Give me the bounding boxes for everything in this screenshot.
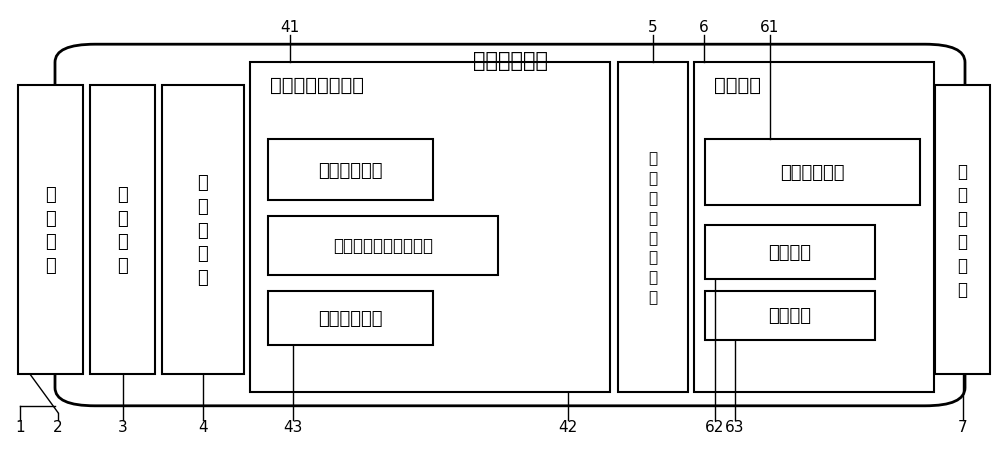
Text: 数
据
库
单
元: 数 据 库 单 元: [198, 174, 208, 286]
Text: 优化模块: 优化模块: [768, 244, 811, 262]
Bar: [268, 291, 433, 345]
Text: 5: 5: [648, 19, 658, 35]
Text: 设
备
数
据
采
集
单
元: 设 备 数 据 采 集 单 元: [648, 151, 658, 304]
Bar: [250, 63, 610, 392]
Bar: [268, 140, 433, 201]
Bar: [705, 226, 875, 280]
Bar: [935, 86, 990, 374]
Bar: [90, 86, 155, 374]
Text: 62: 62: [705, 419, 725, 434]
Text: 诊断单元: 诊断单元: [714, 76, 761, 95]
Text: 远程智慧平台: 远程智慧平台: [473, 51, 548, 71]
Text: 故障诊断模块: 故障诊断模块: [780, 164, 845, 181]
Text: 2: 2: [53, 419, 63, 434]
Bar: [162, 86, 244, 374]
Text: 存
储
单
元: 存 储 单 元: [117, 186, 128, 274]
Bar: [694, 63, 934, 392]
Text: 下发模块: 下发模块: [768, 307, 811, 325]
Text: 3: 3: [118, 419, 127, 434]
Text: 1: 1: [15, 419, 25, 434]
Text: 42: 42: [558, 419, 578, 434]
Text: 61: 61: [760, 19, 779, 35]
Bar: [705, 291, 875, 341]
Text: 6: 6: [699, 19, 709, 35]
Text: 41: 41: [280, 19, 300, 35]
Text: 43: 43: [283, 419, 303, 434]
Bar: [705, 140, 920, 205]
Bar: [618, 63, 688, 392]
Text: 末端参数采集单元: 末端参数采集单元: [270, 76, 364, 95]
Text: 4: 4: [198, 419, 208, 434]
Text: 7: 7: [958, 419, 967, 434]
Bar: [268, 216, 498, 275]
Text: 63: 63: [725, 419, 745, 434]
Bar: [18, 86, 83, 374]
Text: 通
信
单
元: 通 信 单 元: [45, 186, 56, 274]
Text: 现
场
控
制
单
元: 现 场 控 制 单 元: [958, 162, 968, 298]
FancyBboxPatch shape: [55, 45, 965, 406]
Text: 末端环境数据采集模块: 末端环境数据采集模块: [333, 237, 433, 255]
Text: 生成曲线模块: 生成曲线模块: [318, 309, 383, 327]
Text: 天气监测模块: 天气监测模块: [318, 161, 383, 179]
